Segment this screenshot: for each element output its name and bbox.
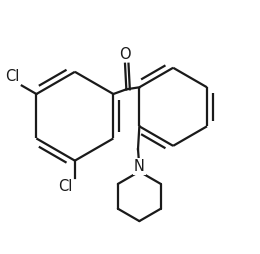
Text: O: O [119, 47, 131, 62]
Text: Cl: Cl [58, 179, 72, 194]
Text: N: N [134, 159, 145, 174]
Text: Cl: Cl [5, 69, 19, 84]
